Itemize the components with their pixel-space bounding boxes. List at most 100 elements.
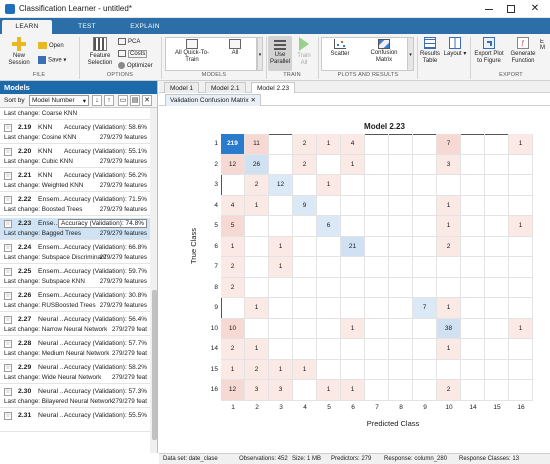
models-icon (186, 39, 198, 49)
model-list-item[interactable]: ☆ 2.19 KNN Accuracy (Validation): 58.6% Last… (0, 122, 150, 144)
delete-icon[interactable]: ✕ (142, 95, 152, 106)
model-id: 2.23 (18, 220, 32, 227)
model-list-item[interactable]: ☆ 2.25 Ensem... Accuracy (Validation): 59.7… (0, 266, 150, 288)
star-icon[interactable]: ☆ (4, 244, 12, 252)
confusion-matrix-button[interactable]: Confusion Matrix (362, 39, 406, 64)
matrix-cell (485, 277, 509, 298)
star-icon[interactable]: ☆ (4, 316, 12, 324)
matrix-cell: 1 (269, 257, 293, 278)
model-list-item[interactable]: ☆ 2.26 Ensem... Accuracy (Validation): 30.8… (0, 290, 150, 312)
tab-explain[interactable]: EXPLAIN (130, 23, 160, 30)
model-list-item[interactable]: ☆ 2.31 Neural ... Accuracy (Validation): 55… (0, 410, 150, 432)
optimizer-button[interactable]: Optimizer (118, 62, 153, 70)
model-features: 279/279 feat (111, 398, 147, 405)
matrix-cell (485, 359, 509, 380)
layout-button[interactable]: Layout ▾ (443, 37, 467, 58)
open-button[interactable]: Open (38, 42, 64, 50)
matrix-cell (413, 359, 437, 380)
star-icon[interactable]: ☆ (4, 268, 12, 276)
y-axis-label: True Class (189, 228, 198, 264)
star-icon[interactable]: ☆ (4, 220, 12, 228)
matrix-cell: 1 (341, 380, 365, 401)
matrix-cell (509, 175, 533, 196)
model-list: ☆Accuracy (Validation): 52.9%Last change… (0, 108, 150, 453)
model-list-item[interactable]: ☆ 2.29 Neural ... Accuracy (Validation): 58… (0, 362, 150, 384)
sort-select[interactable]: Model Number ▾ (29, 95, 89, 106)
star-icon[interactable]: ☆ (4, 124, 12, 132)
minimize-icon[interactable] (480, 3, 498, 15)
train-all-button[interactable]: Train All (294, 37, 314, 67)
star-icon[interactable]: ☆ (4, 148, 12, 156)
use-parallel-button[interactable]: Use Parallel (268, 36, 292, 71)
export-plot-button[interactable]: Export Plot to Figure (472, 37, 506, 65)
close-icon[interactable]: ✕ (530, 3, 540, 14)
matrix-cell (317, 298, 341, 319)
sort-ascending-icon[interactable]: ↓ (92, 95, 102, 106)
matrix-cell (269, 318, 293, 339)
plot-gallery-expand-icon[interactable]: ▾ (407, 37, 414, 71)
tab-model-2-23[interactable]: Model 2.23 (251, 82, 296, 93)
matrix-cell (389, 257, 413, 278)
expand-icon[interactable]: ▤ (130, 95, 140, 106)
matrix-cell (317, 318, 341, 339)
all-quick-to-train-button[interactable]: All Quick-To- Train (167, 39, 217, 64)
star-icon[interactable]: ☆ (4, 364, 12, 372)
tab-model-2-1[interactable]: Model 2.1 (205, 82, 246, 93)
star-icon[interactable]: ☆ (4, 340, 12, 348)
model-features: 279/279 features (99, 278, 147, 285)
tab-test[interactable]: TEST (78, 23, 96, 30)
pca-button[interactable]: PCA (118, 38, 140, 46)
feature-selection-button[interactable]: Feature Selection (84, 37, 116, 67)
folder-icon (38, 42, 47, 49)
model-list-item[interactable]: ☆ 2.28 Neural ... Accuracy (Validation): 57… (0, 338, 150, 360)
tab-model-1[interactable]: Model 1 (164, 82, 200, 93)
ribbon-toolbar: New Session Open Save ▾ FILE Feature Sel… (0, 34, 550, 81)
model-id: 2.19 (18, 124, 32, 131)
x-tick-label: 3 (279, 403, 283, 411)
group-separator (318, 37, 319, 79)
matrix-cell (413, 134, 437, 155)
sort-descending-icon[interactable]: ↑ (104, 95, 114, 106)
model-accuracy: Accuracy (Validation): 56.4% (64, 316, 147, 323)
generate-function-button[interactable]: ƒ Generate Function (507, 37, 539, 65)
maximize-icon[interactable] (502, 3, 520, 15)
star-icon[interactable]: ☆ (4, 172, 12, 180)
costs-button[interactable]: Costs (118, 50, 148, 59)
star-icon[interactable]: ☆ (4, 412, 12, 420)
model-list-item[interactable]: ☆Accuracy (Validation): 52.9%Last change… (0, 108, 150, 120)
star-icon[interactable]: ☆ (4, 196, 12, 204)
new-session-button[interactable]: New Session (4, 37, 34, 67)
model-last-change: Last change: Narrow Neural Network (4, 326, 108, 333)
results-table-button[interactable]: Results Table (419, 37, 441, 65)
model-type: Neural ... (38, 364, 66, 371)
model-list-item[interactable]: ☆ 2.22 Ensem... Accuracy (Validation): 71.5… (0, 194, 150, 216)
model-list-item[interactable]: ☆ 2.27 Neural ... Accuracy (Validation): 56… (0, 314, 150, 336)
model-list-item[interactable]: ☆ 2.24 Ensem... Accuracy (Validation): 66.8… (0, 242, 150, 264)
export-plot-icon (483, 37, 495, 49)
tab-learn[interactable]: LEARN (2, 20, 52, 34)
star-icon[interactable]: ☆ (4, 292, 12, 300)
gallery-expand-icon[interactable]: ▾ (257, 37, 263, 71)
all-models-button[interactable]: All (220, 39, 250, 57)
close-icon[interactable]: ✕ (250, 97, 256, 104)
star-icon[interactable]: ☆ (4, 388, 12, 396)
scatter-plot-button[interactable]: Scatter (323, 39, 357, 58)
save-button[interactable]: Save ▾ (38, 56, 66, 65)
model-list-item[interactable]: ☆ 2.30 Neural ... Accuracy (Validation): 57… (0, 386, 150, 408)
matrix-cell (413, 380, 437, 401)
matrix-cell (509, 359, 533, 380)
matrix-cell (341, 277, 365, 298)
y-tick-label: 5 (214, 222, 218, 229)
group-separator (161, 37, 162, 79)
model-list-item[interactable]: ☆ 2.21 KNN Accuracy (Validation): 56.2% Last… (0, 170, 150, 192)
model-list-scrollbar[interactable] (151, 108, 157, 453)
collapse-icon[interactable]: ▭ (118, 95, 128, 106)
model-list-item[interactable]: ☆ 2.23 Ense... Accuracy (Validation): 74.8%… (0, 218, 150, 240)
model-list-item[interactable]: ☆ 2.20 KNN Accuracy (Validation): 55.1% Last… (0, 146, 150, 168)
tab-validation-confusion-matrix[interactable]: Validation Confusion Matrix ✕ (165, 94, 261, 106)
scrollbar-thumb[interactable] (152, 290, 157, 440)
model-features: 279/279 features (99, 302, 147, 309)
status-dataset: Data set: date_clase (163, 456, 218, 462)
matrix-cell (437, 277, 461, 298)
